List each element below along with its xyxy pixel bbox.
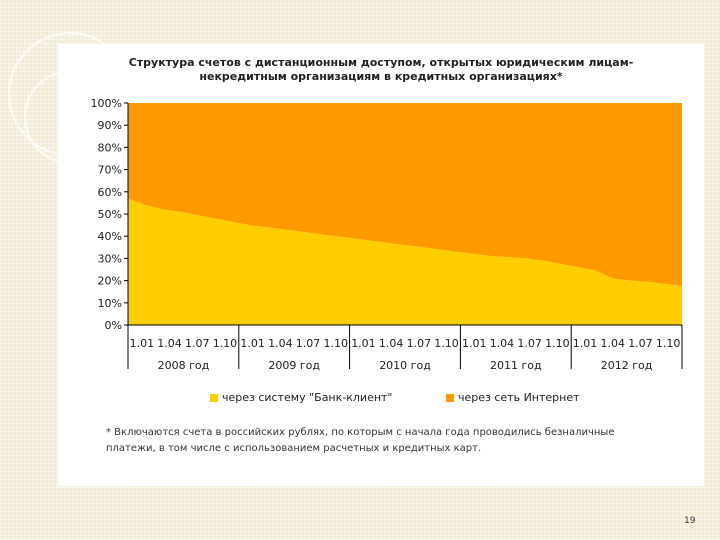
series-internet-area: [128, 103, 682, 287]
x-tick-label: 1.10: [656, 337, 681, 350]
y-tick-label: 80%: [98, 141, 122, 154]
x-tick-label: 1.01: [130, 337, 155, 350]
legend-swatch-internet: [446, 393, 454, 402]
x-tick-label: 1.04: [490, 337, 515, 350]
x-tick-label: 1.01: [573, 337, 598, 350]
x-tick-label: 1.10: [324, 337, 349, 350]
x-tick-label: 1.10: [434, 337, 459, 350]
footnote-line-1: * Включаются счета в российских рублях, …: [106, 427, 615, 438]
y-tick-label: 20%: [98, 275, 122, 288]
x-tick-label: 1.10: [213, 337, 238, 350]
chart-area: 0%10%20%30%40%50%60%70%80%90%100%1.01 1.0…: [91, 97, 683, 372]
x-tick-label: 1.07: [628, 337, 653, 350]
chart-title-line-2: некредитным организациям в кредитных орг…: [199, 70, 563, 83]
y-tick-label: 60%: [98, 186, 122, 199]
y-tick-label: 70%: [98, 164, 122, 177]
x-tick-label: 1.01: [462, 337, 487, 350]
y-tick-label: 90%: [98, 119, 122, 132]
series-bank-client-area: [128, 198, 682, 325]
year-label: 2008 год: [158, 359, 210, 372]
x-tick-label: 1.01: [351, 337, 376, 350]
x-tick-label: 1.07: [296, 337, 321, 350]
slide-number: 19: [684, 516, 696, 526]
slide-card: Структура счетов с дистанционным доступо…: [58, 44, 704, 486]
footnote: * Включаются счета в российских рублях, …: [106, 425, 666, 457]
legend-label-internet: через сеть Интернет: [458, 391, 580, 404]
x-tick-label: 1.04: [601, 337, 626, 350]
legend-item-internet: через сеть Интернет: [446, 391, 580, 404]
x-tick-label: 1.04: [157, 337, 182, 350]
legend-swatch-bank-client: [210, 393, 218, 402]
x-tick-label: 1.04: [268, 337, 293, 350]
x-tick-label: 1.04: [379, 337, 404, 350]
x-tick-label: 1.10: [545, 337, 570, 350]
chart-title-line-1: Структура счетов с дистанционным доступо…: [128, 56, 634, 69]
y-tick-label: 40%: [98, 230, 122, 243]
y-tick-label: 100%: [91, 97, 122, 110]
year-label: 2009 год: [268, 359, 320, 372]
year-label: 2011 год: [490, 359, 542, 372]
x-tick-label: 1.07: [517, 337, 542, 350]
legend-label-bank-client: через систему "Банк-клиент": [222, 391, 393, 404]
y-tick-label: 0%: [105, 319, 122, 332]
y-tick-label: 30%: [98, 252, 122, 265]
x-tick-label: 1.01: [240, 337, 265, 350]
legend-item-bank-client: через систему "Банк-клиент": [210, 391, 393, 404]
y-tick-label: 50%: [98, 208, 122, 221]
year-label: 2010 год: [379, 359, 431, 372]
x-tick-label: 1.07: [407, 337, 432, 350]
footnote-line-2: платежи, в том числе с использованием ра…: [106, 443, 482, 454]
y-tick-label: 10%: [98, 297, 122, 310]
year-label: 2012 год: [601, 359, 653, 372]
x-tick-label: 1.07: [185, 337, 210, 350]
